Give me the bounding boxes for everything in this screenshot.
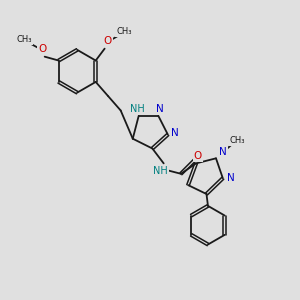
- Text: N: N: [171, 128, 179, 138]
- Text: N: N: [227, 172, 235, 183]
- Text: N: N: [156, 104, 164, 114]
- Text: NH: NH: [153, 166, 167, 176]
- Text: CH₃: CH₃: [230, 136, 245, 145]
- Text: CH₃: CH₃: [116, 27, 132, 36]
- Text: NH: NH: [130, 104, 145, 114]
- Text: O: O: [38, 44, 46, 54]
- Text: O: O: [194, 151, 202, 161]
- Text: O: O: [103, 36, 111, 46]
- Text: CH₃: CH₃: [16, 35, 32, 44]
- Text: N: N: [219, 147, 226, 158]
